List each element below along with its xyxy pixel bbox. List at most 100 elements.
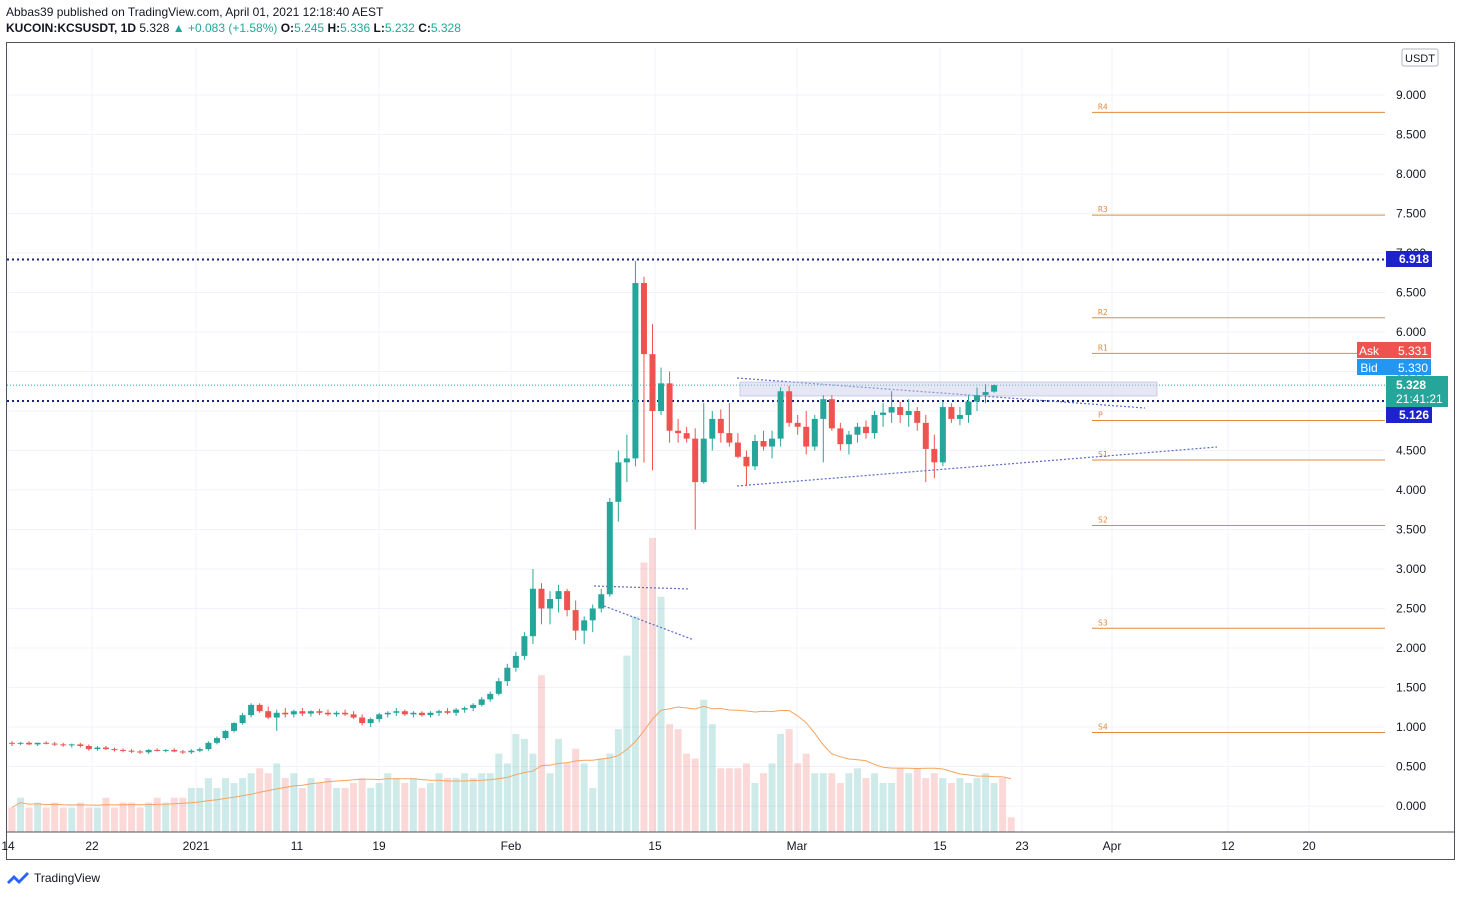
- time-axis: 14 22 2021 11 19 Feb 15 Mar 15 23 Apr 12 20: [1, 831, 1454, 853]
- price-tick-label: 0.500: [1396, 760, 1426, 774]
- candle: [538, 583, 545, 625]
- candle: [956, 407, 963, 426]
- candle: [410, 711, 417, 718]
- candle-body: [991, 385, 998, 392]
- pivot-label-p: P: [1098, 410, 1103, 419]
- candle: [376, 712, 383, 723]
- pivot-label-r4: R4: [1098, 102, 1108, 111]
- candle: [60, 742, 67, 747]
- candle-body: [470, 704, 477, 709]
- candle: [777, 387, 784, 447]
- candle: [769, 430, 776, 459]
- candle: [615, 450, 622, 522]
- candle-body: [316, 711, 323, 713]
- close-value: 5.328: [430, 21, 461, 35]
- candle: [222, 730, 229, 740]
- candle-body: [939, 407, 946, 463]
- candle: [649, 324, 656, 471]
- candle: [692, 428, 699, 530]
- volume-bar: [785, 729, 793, 832]
- candles: [9, 260, 998, 754]
- candle-body: [649, 354, 656, 411]
- candle-body: [504, 667, 511, 682]
- volume-bar: [93, 807, 101, 832]
- candle: [401, 709, 408, 716]
- candle: [922, 414, 929, 483]
- candle-body: [9, 742, 15, 744]
- price-tick-label: 4.000: [1396, 483, 1426, 497]
- candle: [478, 696, 485, 707]
- candle-body: [495, 681, 502, 694]
- candle: [316, 708, 323, 716]
- price-change: +0.083 (+1.58%): [187, 21, 278, 35]
- candle-body: [666, 383, 673, 431]
- candle: [171, 748, 178, 753]
- candle-body: [342, 712, 349, 715]
- pivot-levels: R4 R3 R2 R1 P S1 S2 S3 S4: [1092, 102, 1385, 734]
- volume-bar: [341, 787, 349, 832]
- candle-body: [956, 414, 963, 419]
- candle: [743, 450, 750, 487]
- tradingview-logo-icon[interactable]: [6, 870, 30, 886]
- candle-body: [111, 749, 118, 751]
- candle-body: [811, 418, 818, 447]
- volume-moving-average-line: [11, 705, 1012, 808]
- candle-body: [26, 742, 33, 745]
- volume-bar: [25, 807, 33, 832]
- volume-bar: [76, 802, 84, 832]
- candle-body: [581, 620, 588, 631]
- candle-body: [453, 709, 460, 713]
- candle: [888, 391, 895, 423]
- symbol-name[interactable]: KUCOIN:KCSUSDT, 1D: [6, 21, 137, 35]
- volume-bar: [999, 778, 1007, 832]
- volume-bar: [230, 783, 238, 832]
- time-tick-label: 20: [1302, 839, 1316, 853]
- volume-bar: [794, 763, 802, 832]
- candle: [273, 709, 280, 731]
- candle-body: [743, 456, 750, 467]
- volume-bar: [367, 787, 375, 832]
- candle-body: [137, 751, 144, 753]
- candle: [350, 711, 357, 720]
- time-tick-label: 19: [372, 839, 386, 853]
- volume-bar: [683, 753, 691, 832]
- chart-header: Abbas39 published on TradingView.com, Ap…: [6, 4, 461, 36]
- trendline-lower-triangle: [736, 446, 1218, 487]
- candle: [94, 745, 101, 751]
- volume-bar: [34, 802, 42, 832]
- candle: [239, 712, 246, 725]
- candle: [128, 749, 135, 754]
- volume-bars: [8, 538, 1015, 832]
- candle-body: [179, 751, 186, 753]
- candle-body: [444, 711, 451, 713]
- candle: [982, 384, 989, 404]
- volume-bar: [631, 616, 639, 832]
- candle-body: [914, 411, 921, 423]
- footer-brand[interactable]: TradingView: [34, 871, 101, 885]
- volume-bar: [196, 787, 204, 832]
- candle: [282, 708, 289, 718]
- pivot-label-r3: R3: [1098, 205, 1108, 214]
- volume-bar: [529, 753, 537, 832]
- candle-body: [615, 462, 622, 502]
- bar-countdown: 21:41:21: [1396, 392, 1443, 406]
- candle-body: [436, 711, 442, 713]
- volume-bar: [68, 807, 76, 832]
- candle: [120, 748, 127, 753]
- volume-bar: [469, 778, 477, 832]
- volume-bar: [939, 778, 947, 832]
- pivot-label-s3: S3: [1098, 618, 1108, 627]
- candle: [905, 399, 912, 427]
- chart-frame[interactable]: [6, 42, 1455, 860]
- candle-body: [880, 412, 887, 415]
- volume-bar: [589, 787, 597, 832]
- volume-bar: [435, 773, 443, 832]
- candle-body: [85, 745, 92, 750]
- volume-bar: [239, 778, 247, 832]
- candle: [307, 710, 314, 717]
- time-tick-label: Mar: [787, 839, 808, 853]
- candle-body: [94, 747, 101, 750]
- volume-bar: [102, 797, 110, 832]
- volume-bar: [819, 773, 827, 832]
